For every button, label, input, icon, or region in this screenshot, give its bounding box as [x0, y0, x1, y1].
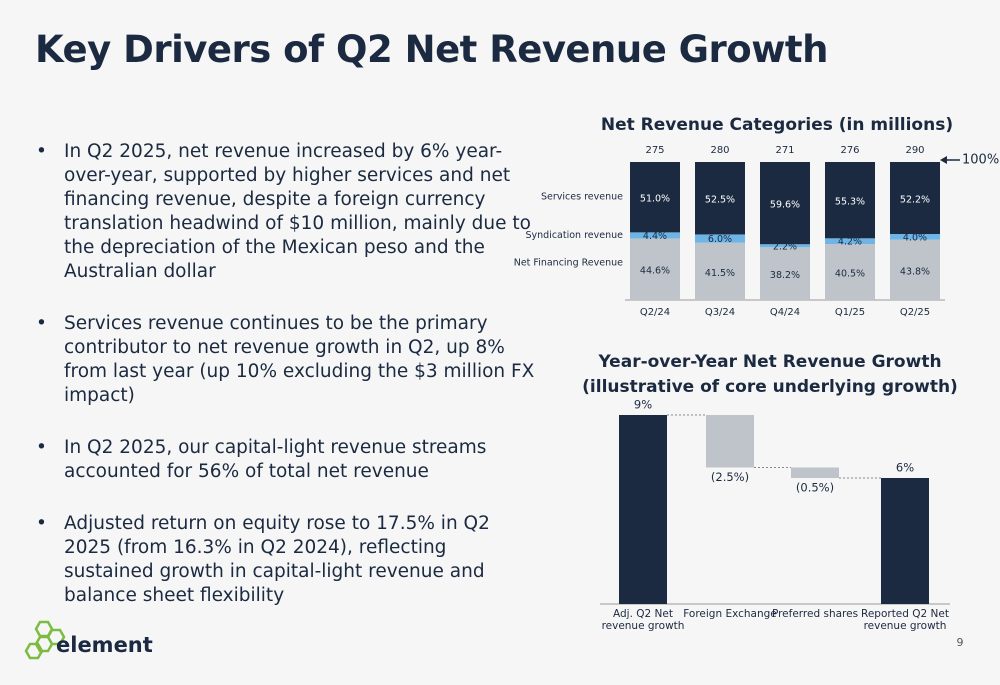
value-label: 52.5%	[705, 195, 735, 206]
bar	[706, 415, 754, 468]
arrow-head	[940, 156, 947, 164]
total-label: 280	[710, 145, 729, 156]
bar-segment	[695, 162, 745, 235]
bar-segment	[695, 234, 745, 243]
legend-label: Services revenue	[541, 192, 623, 203]
annotation: 100%	[962, 153, 999, 168]
value-label: 2.2%	[773, 241, 797, 252]
bullet: Services revenue continues to be the pri…	[36, 312, 536, 408]
value-label: 38.2%	[770, 270, 800, 281]
value-label: 52.2%	[900, 195, 930, 206]
bar-segment	[695, 242, 745, 300]
bar-segment	[825, 162, 875, 239]
total-label: 271	[775, 145, 794, 156]
bullet: In Q2 2025, net revenue increased by 6% …	[36, 140, 536, 284]
bar	[619, 415, 667, 604]
chart-title: Net Revenue Categories (in millions)	[601, 115, 953, 135]
value-label: (0.5%)	[796, 481, 834, 495]
bar	[791, 467, 839, 478]
legend-label: Syndication revenue	[525, 230, 623, 241]
value-label: 4.2%	[838, 237, 862, 248]
bar-segment	[825, 238, 875, 245]
bar-segment	[760, 244, 810, 248]
bar-segment	[825, 244, 875, 300]
value-label: (2.5%)	[711, 470, 749, 484]
value-label: 59.6%	[770, 200, 800, 211]
bar-segment	[630, 162, 680, 233]
value-label: 43.8%	[900, 266, 930, 277]
page-number: 9	[957, 636, 964, 649]
value-label: 6.0%	[708, 234, 732, 245]
value-label: 9%	[634, 398, 652, 412]
legend-label: Net Financing Revenue	[514, 258, 623, 269]
chart-subtitle: (illustrative of core underlying growth)	[582, 377, 958, 397]
bar-segment	[890, 162, 940, 235]
bar-segment	[760, 247, 810, 300]
total-label: 290	[905, 145, 924, 156]
value-label: 55.3%	[835, 197, 865, 208]
slide-title: Key Drivers of Q2 Net Revenue Growth	[35, 28, 828, 71]
logo-icon	[24, 620, 66, 660]
bar-segment	[890, 239, 940, 300]
value-label: 4.0%	[903, 232, 927, 243]
total-label: 276	[840, 145, 859, 156]
bullet: Adjusted return on equity rose to 17.5% …	[36, 512, 536, 608]
total-label: 275	[645, 145, 664, 156]
bar-segment	[630, 238, 680, 300]
value-label: 40.5%	[835, 269, 865, 280]
logo-text: element	[56, 633, 153, 657]
bar-segment	[760, 162, 810, 245]
bar	[881, 478, 929, 604]
bullet: In Q2 2025, our capital-light revenue st…	[36, 436, 536, 484]
value-label: 4.4%	[643, 231, 667, 242]
x-tick-label: Q1/25	[835, 307, 865, 318]
bullet-list: In Q2 2025, net revenue increased by 6% …	[36, 140, 536, 636]
x-tick-label: Q2/24	[640, 307, 670, 318]
x-tick-label: Adj. Q2 Net revenue growth	[601, 608, 685, 632]
bar-segment	[630, 232, 680, 239]
x-tick-label: Reported Q2 Net revenue growth	[861, 608, 949, 632]
value-label: 44.6%	[640, 266, 670, 277]
value-label: 51.0%	[640, 194, 670, 205]
x-tick-label: Q2/25	[900, 307, 930, 318]
value-label: 6%	[896, 461, 914, 475]
x-tick-label: Preferred shares	[771, 608, 859, 620]
x-tick-label: Foreign Exchange	[683, 608, 777, 620]
x-tick-label: Q4/24	[770, 307, 800, 318]
value-label: 41.5%	[705, 268, 735, 279]
x-tick-label: Q3/24	[705, 307, 735, 318]
bar-segment	[890, 234, 940, 240]
chart-title: Year-over-Year Net Revenue Growth	[597, 352, 941, 372]
